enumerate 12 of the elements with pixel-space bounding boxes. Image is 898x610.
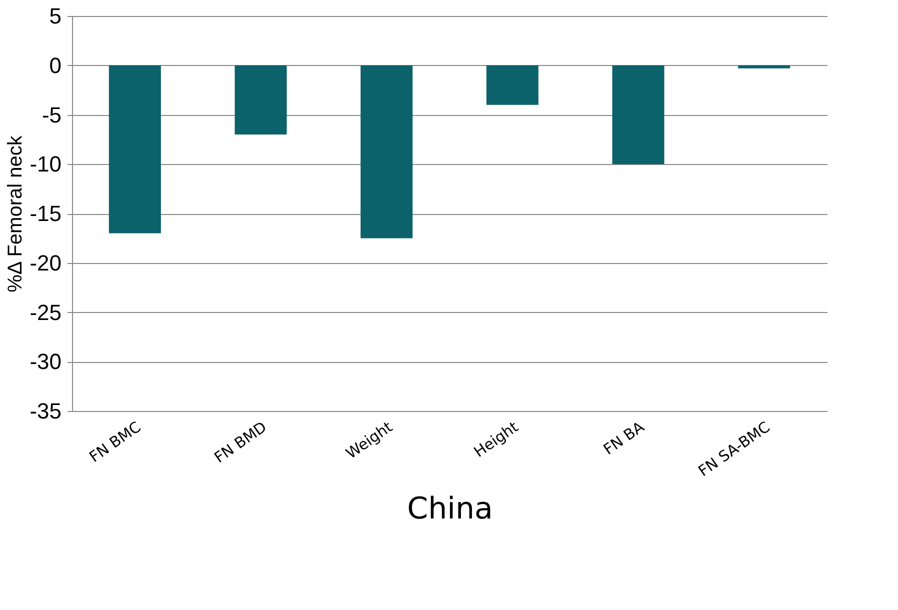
y-tick-label: 0 xyxy=(49,52,62,78)
y-tick-label: -25 xyxy=(30,300,62,325)
x-axis-title: China xyxy=(407,491,493,526)
y-tick-label: -20 xyxy=(30,250,62,276)
y-tick-label: -15 xyxy=(30,201,62,226)
y-axis-title: %Δ Femoral neck xyxy=(4,134,27,292)
y-tick-label: -30 xyxy=(30,349,62,374)
y-tick-label: -35 xyxy=(30,398,62,424)
y-tick-label: -5 xyxy=(42,102,62,128)
y-tick-label: -10 xyxy=(30,152,62,177)
y-tick-label: 5 xyxy=(49,4,62,28)
x-tick-label: FN BA xyxy=(600,417,648,459)
